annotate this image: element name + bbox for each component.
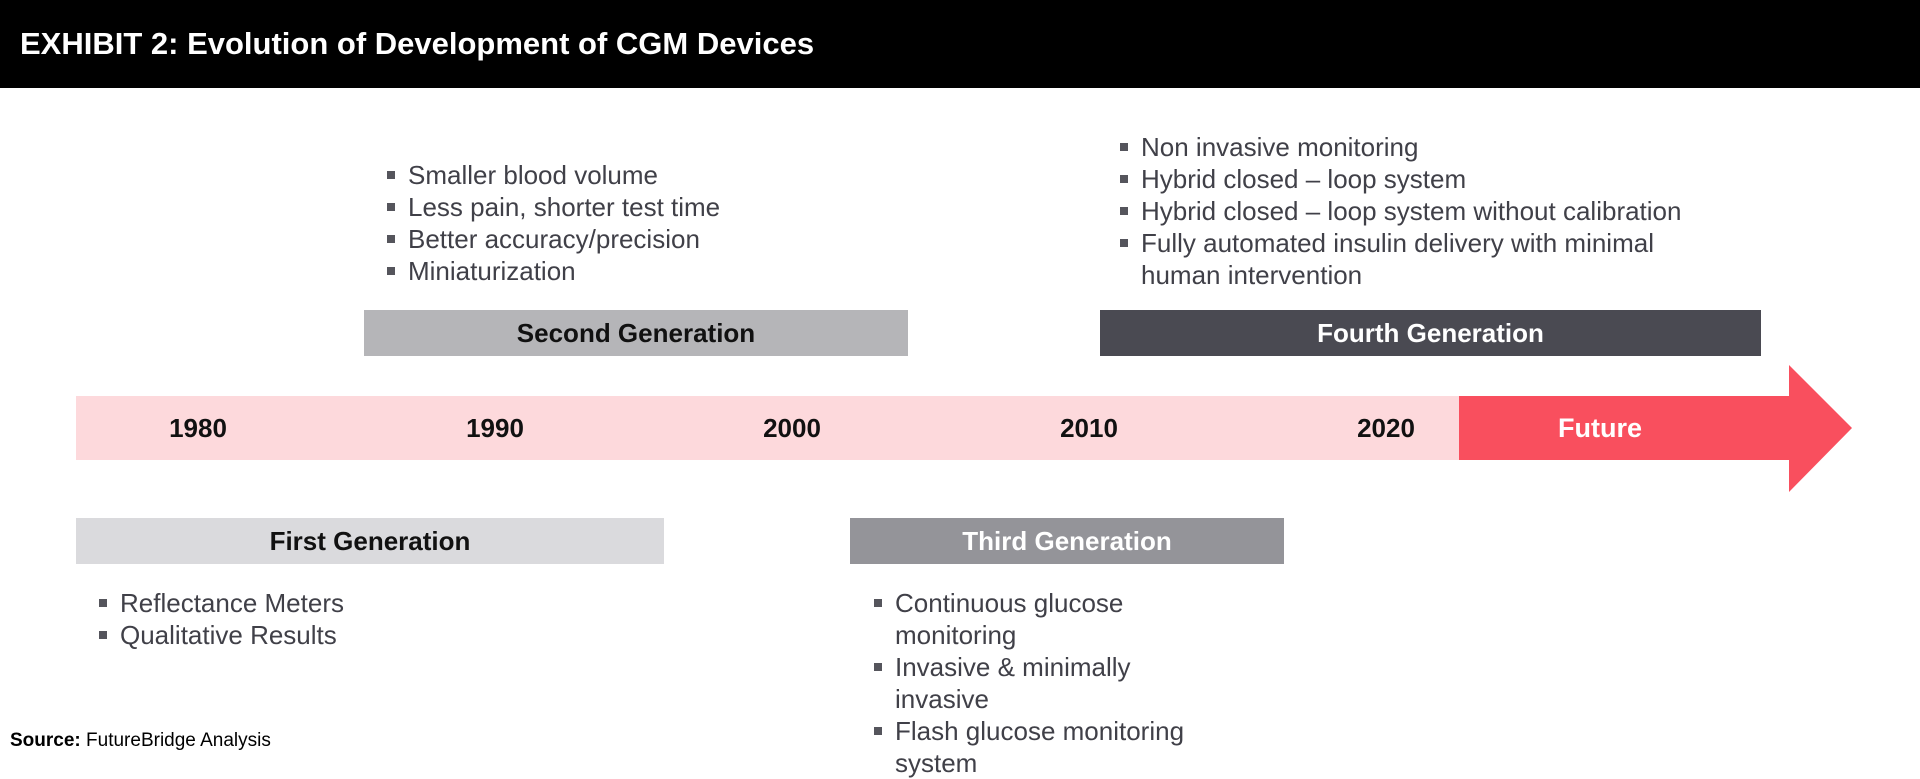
year-2000: 2000 xyxy=(763,413,821,443)
first-generation-features: Reflectance Meters Qualitative Results xyxy=(96,587,344,651)
fourth-generation-features: Non invasive monitoring Hybrid closed – … xyxy=(1117,131,1717,291)
first-generation-box: First Generation xyxy=(76,518,664,564)
second-generation-features: Smaller blood volume Less pain, shorter … xyxy=(384,159,720,287)
feature-item: Qualitative Results xyxy=(96,619,344,651)
timeline-bar xyxy=(76,396,1460,460)
exhibit-title: EXHIBIT 2: Evolution of Development of C… xyxy=(20,26,815,61)
third-generation-label: Third Generation xyxy=(962,525,1172,556)
year-1990: 1990 xyxy=(466,413,524,443)
feature-item: Flash glucose monitoring system xyxy=(871,715,1231,779)
feature-item: Fully automated insulin delivery with mi… xyxy=(1117,227,1701,291)
year-2020: 2020 xyxy=(1357,413,1415,443)
fourth-generation-label: Fourth Generation xyxy=(1317,317,1544,348)
future-label: Future xyxy=(1558,413,1642,443)
feature-item: Invasive & minimally invasive xyxy=(871,651,1231,715)
year-1980: 1980 xyxy=(169,413,227,443)
feature-item: Continuous glucose monitoring xyxy=(871,587,1231,651)
second-generation-box: Second Generation xyxy=(364,310,908,356)
future-arrow-shape xyxy=(1459,365,1852,492)
feature-item: Hybrid closed – loop system without cali… xyxy=(1117,195,1717,227)
source-label: Source: xyxy=(10,730,81,751)
future-arrow xyxy=(1459,365,1852,492)
third-generation-features: Continuous glucose monitoring Invasive &… xyxy=(871,587,1231,779)
feature-item: Less pain, shorter test time xyxy=(384,191,720,223)
third-generation-box: Third Generation xyxy=(850,518,1284,564)
feature-item: Non invasive monitoring xyxy=(1117,131,1717,163)
source-text: FutureBridge Analysis xyxy=(86,730,271,751)
feature-item: Better accuracy/precision xyxy=(384,223,720,255)
feature-item: Smaller blood volume xyxy=(384,159,720,191)
year-2010: 2010 xyxy=(1060,413,1118,443)
fourth-generation-box: Fourth Generation xyxy=(1100,310,1761,356)
second-generation-label: Second Generation xyxy=(516,317,756,348)
source-note: Source: FutureBridge Analysis xyxy=(10,730,271,752)
feature-item: Reflectance Meters xyxy=(96,587,344,619)
feature-item: Miniaturization xyxy=(384,255,720,287)
first-generation-label: First Generation xyxy=(269,525,471,556)
exhibit-header: EXHIBIT 2: Evolution of Development of C… xyxy=(0,0,1920,88)
feature-item: Hybrid closed – loop system xyxy=(1117,163,1717,195)
